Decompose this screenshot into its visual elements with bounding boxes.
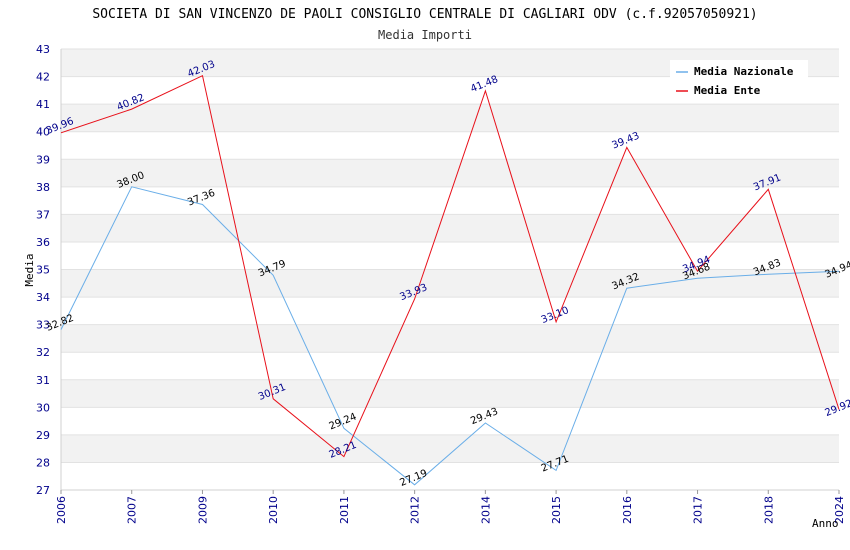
x-tick-label: 2009	[196, 496, 209, 524]
grid-band	[61, 159, 839, 187]
grid-band	[61, 131, 839, 160]
x-tick-label: 2014	[479, 496, 492, 524]
y-tick-label: 27	[36, 484, 50, 497]
grid-band	[61, 186, 839, 215]
x-tick-label: 2024	[833, 496, 846, 524]
grid-band	[61, 434, 839, 463]
y-tick-label: 38	[36, 181, 50, 194]
x-tick-label: 2015	[550, 496, 563, 524]
y-tick-label: 32	[36, 346, 50, 359]
grid-band	[61, 462, 839, 490]
gridlines	[60, 48, 840, 494]
x-tick-labels: 2006 2007 2009 2010 2011 2012 2014 2015 2016 2017…	[55, 496, 846, 524]
grid-bands	[61, 49, 839, 490]
series-line-nazionale	[60, 186, 840, 486]
y-axis-title: Media	[23, 253, 36, 286]
x-tick-label: 2016	[621, 496, 634, 524]
x-tick-label: 2012	[409, 496, 422, 524]
y-tick-label: 35	[36, 264, 50, 277]
grid-band	[61, 214, 839, 242]
y-tick-label: 31	[36, 374, 50, 387]
y-tick-label: 39	[36, 153, 50, 166]
legend-box	[670, 60, 808, 102]
chart-title: SOCIETA DI SAN VINCENZO DE PAOLI CONSIGL…	[92, 7, 757, 22]
y-tick-label: 37	[36, 208, 50, 221]
grid-band	[61, 407, 839, 435]
x-tick-label: 2007	[126, 496, 139, 524]
y-tick-label: 42	[36, 71, 50, 84]
y-tick-label: 36	[36, 236, 50, 249]
legend-label-nazionale: Media Nazionale	[694, 65, 794, 78]
x-tick-label: 2018	[762, 496, 775, 524]
legend: Media Nazionale Media Ente	[670, 60, 808, 102]
x-tick-label: 2011	[338, 496, 351, 524]
y-tick-label: 28	[36, 456, 50, 469]
y-tick-label: 43	[36, 43, 50, 56]
series-line-ente	[60, 74, 840, 458]
y-tick-label: 29	[36, 429, 50, 442]
legend-label-ente: Media Ente	[694, 84, 761, 97]
y-tick-labels: 27 28 29 30 31 32 33 34 35 36 37 38 39 40 41 42 43	[36, 43, 50, 497]
grid-band	[61, 104, 839, 132]
y-tick-label: 34	[36, 291, 50, 304]
x-tick-label: 2010	[267, 496, 280, 524]
grid-band	[61, 352, 839, 380]
grid-band	[61, 324, 839, 353]
chart-subtitle: Media Importi	[378, 28, 472, 42]
x-axis-title: Anno	[812, 517, 839, 530]
grid-band	[61, 379, 839, 408]
grid-band	[61, 269, 839, 298]
grid-band	[61, 297, 839, 325]
y-tick-label: 33	[36, 319, 50, 332]
x-tick-label: 2006	[55, 496, 68, 524]
series-layer	[60, 74, 840, 486]
x-tick-label: 2017	[692, 496, 705, 524]
y-tick-label: 40	[36, 126, 50, 139]
y-tick-label: 30	[36, 401, 50, 414]
grid-band	[61, 241, 839, 270]
y-tick-label: 41	[36, 98, 50, 111]
